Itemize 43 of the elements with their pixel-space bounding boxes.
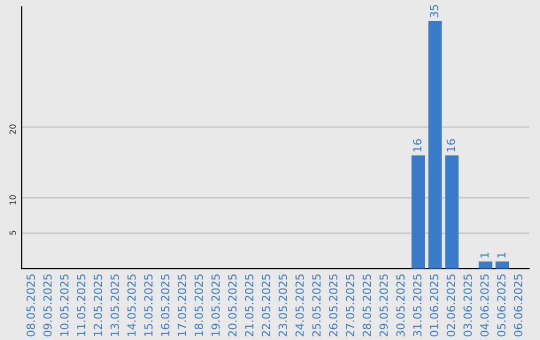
bar [478,262,492,269]
y-tick-label: 5 [10,230,16,235]
x-tick-label: 21.05.2025 [245,274,254,336]
x-tick-label: 05.06.2025 [497,274,506,336]
x-tick-label: 09.05.2025 [43,274,52,336]
x-tick-label: 25.05.2025 [312,274,321,336]
data-label: 16 [446,139,456,152]
x-tick-label: 20.05.2025 [228,274,237,336]
data-label: 16 [413,139,422,152]
data-label: 1 [497,252,506,258]
y-tick-label: 10 [10,195,16,204]
x-tick-label: 08.05.2025 [26,274,35,336]
x-tick-label: 01.06.2025 [430,274,438,336]
data-label: 35 [430,5,438,18]
x-tick-label: 12.05.2025 [94,274,102,336]
x-tick-label: 24.05.2025 [295,274,304,336]
x-tick-label: 31.05.2025 [413,274,422,336]
data-label: 1 [480,252,489,258]
x-tick-label: 13.05.2025 [110,274,119,336]
x-tick-label: 27.05.2025 [346,274,354,336]
x-tick-label: 06.06.2025 [514,274,522,336]
x-tick-label: 22.05.2025 [262,274,270,336]
x-tick-label: 26.05.2025 [329,274,338,336]
bar [445,155,459,269]
bar [496,262,510,269]
bar [428,20,442,269]
x-tick-label: 03.06.2025 [464,274,472,336]
x-tick-label: 23.05.2025 [278,274,288,336]
x-tick-label: 19.05.2025 [211,274,220,336]
x-tick-label: 16.05.2025 [160,274,170,336]
x-tick-label: 18.05.2025 [194,274,203,336]
x-tick-label: 30.05.2025 [396,274,405,336]
x-tick-label: 17.05.2025 [178,274,186,336]
x-tick-label: 10.05.2025 [60,274,69,336]
x-tick-label: 02.06.2025 [446,274,456,336]
x-tick-label: 29.05.2025 [379,274,388,336]
x-tick-label: 28.05.2025 [362,274,372,336]
x-tick-label: 11.05.2025 [76,274,86,336]
x-tick-label: 14.05.2025 [127,274,136,336]
x-tick-label: 04.06.2025 [480,274,489,336]
x-tick-label: 15.05.2025 [144,274,153,336]
y-tick-label: 20 [10,124,16,134]
bar [412,155,425,269]
